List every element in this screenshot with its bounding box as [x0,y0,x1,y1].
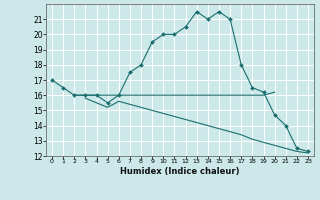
X-axis label: Humidex (Indice chaleur): Humidex (Indice chaleur) [120,167,240,176]
